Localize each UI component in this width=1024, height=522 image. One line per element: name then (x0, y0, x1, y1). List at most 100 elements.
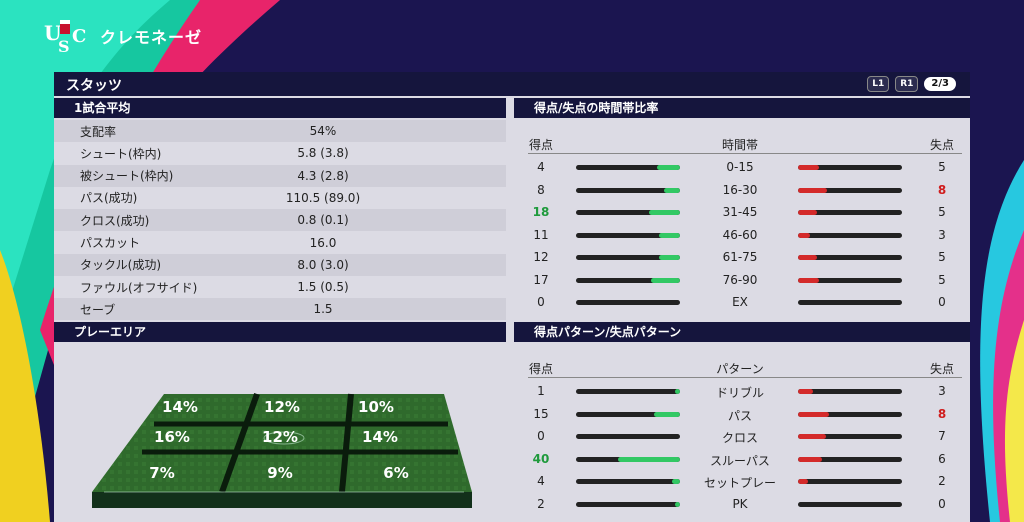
play-area-cell: 7% (149, 464, 174, 482)
scored-count: 17 (533, 272, 549, 287)
scored-count: 11 (533, 227, 549, 242)
table-header: 得点 パターン 失点 (528, 356, 962, 378)
scored-bar (576, 232, 680, 238)
table-row: 11 46-60 3 (528, 224, 962, 246)
stat-value: 5.8 (3.8) (297, 146, 349, 161)
table-row: 18 31-45 5 (528, 201, 962, 223)
row-label: PK (732, 496, 748, 511)
scored-count: 18 (532, 205, 550, 219)
scored-bar (576, 300, 680, 305)
club-crest-icon: U S C (44, 20, 86, 56)
row-label: 76-90 (722, 272, 758, 287)
table-row: 12 61-75 5 (528, 246, 962, 268)
conceded-bar (798, 277, 902, 283)
header-scored: 得点 (528, 138, 553, 152)
row-label: EX (732, 295, 748, 309)
scored-count: 2 (537, 496, 545, 511)
conceded-bar (798, 300, 902, 305)
stat-label: クロス(成功) (80, 213, 150, 228)
scored-bar (576, 165, 680, 170)
scored-bar (576, 389, 680, 394)
panel-title: スタッツ (66, 78, 122, 94)
conceded-count: 6 (938, 451, 946, 466)
conceded-count: 5 (938, 272, 946, 287)
stat-label: ファウル(オフサイド) (80, 280, 198, 295)
stat-label: 支配率 (80, 124, 117, 139)
scored-bar-fill (657, 165, 680, 170)
header-conceded: 失点 (929, 362, 954, 376)
club-header: U S C クレモネーゼ (40, 16, 202, 56)
table-row: 17 76-90 5 (528, 269, 962, 291)
play-area: 14% 12% 10% 16% 12% 14% 7% 9% 6% (54, 342, 506, 522)
row-label: 61-75 (722, 250, 758, 264)
conceded-bar (798, 389, 902, 394)
conceded-bar (798, 411, 902, 417)
scored-bar (576, 210, 680, 215)
play-area-cell: 16% (154, 428, 190, 446)
stat-value: 1.5 (0.5) (297, 280, 349, 295)
stat-row: クロス(成功) 0.8 (0.1) (54, 209, 506, 232)
play-area-cell: 14% (162, 398, 198, 416)
scored-bar (576, 456, 680, 462)
scored-count: 4 (537, 474, 545, 488)
conceded-count: 3 (938, 227, 946, 242)
play-area-cell: 6% (383, 464, 408, 482)
play-area-cell: 12% (264, 398, 300, 416)
conceded-bar (798, 456, 902, 462)
svg-text:U: U (44, 21, 61, 45)
row-label: ドリブル (715, 386, 764, 400)
conceded-bar-fill (798, 479, 809, 484)
scored-bar-fill (674, 501, 680, 507)
play-area-cell: 10% (358, 398, 394, 416)
r1-button[interactable]: R1 (895, 76, 919, 92)
stat-row: パス(成功) 110.5 (89.0) (54, 187, 506, 209)
l1-button[interactable]: L1 (867, 76, 890, 92)
scored-bar-fill (617, 456, 680, 462)
table-row: 4 セットプレー 2 (528, 470, 962, 492)
header-label: パターン (716, 362, 764, 376)
stat-label: タックル(成功) (80, 258, 162, 273)
conceded-bar-fill (798, 232, 811, 238)
conceded-count: 0 (938, 496, 946, 511)
stat-value: 110.5 (89.0) (285, 190, 361, 205)
conceded-count: 5 (938, 250, 946, 264)
stat-value: 0.8 (0.1) (297, 213, 349, 228)
conceded-count: 0 (938, 295, 946, 309)
stat-label: 被シュート(枠内) (80, 169, 174, 184)
stat-value: 1.5 (313, 302, 333, 317)
stat-label: シュート(枠内) (80, 146, 162, 161)
table-header: 得点 時間帯 失点 (528, 132, 962, 154)
pitch-field (92, 394, 472, 492)
conceded-count: 5 (938, 160, 946, 174)
conceded-bar (798, 434, 902, 439)
row-label: 16-30 (722, 182, 758, 197)
row-label: 31-45 (722, 205, 758, 219)
row-label: セットプレー (703, 476, 776, 490)
stat-row: パスカット 16.0 (54, 232, 506, 254)
scored-count: 0 (537, 295, 545, 309)
scored-count: 15 (533, 406, 549, 421)
conceded-bar-fill (798, 389, 813, 394)
play-area-cell: 12% (262, 428, 298, 446)
scored-count: 40 (532, 451, 550, 466)
conceded-bar (798, 187, 902, 193)
conceded-bar-fill (798, 165, 819, 170)
conceded-bar-fill (798, 210, 817, 215)
conceded-bar-fill (798, 456, 822, 462)
table-row: 40 スルーパス 6 (528, 448, 962, 470)
table-row: 2 PK 0 (528, 493, 962, 515)
match-avg-header: 1試合平均 (54, 98, 506, 118)
header-label: 時間帯 (721, 138, 758, 152)
conceded-bar-fill (798, 255, 817, 260)
scored-count: 0 (537, 429, 545, 443)
stats-panel: スタッツ L1 R1 2/3 1試合平均 支配率 54% シュート(枠内) 5.8 (… (54, 72, 970, 522)
conceded-bar (798, 479, 902, 484)
stat-row: 被シュート(枠内) 4.3 (2.8) (54, 164, 506, 187)
table-row: 1 ドリブル 3 (528, 380, 962, 402)
scored-bar (576, 187, 680, 193)
page-indicator: 2/3 (924, 77, 956, 91)
stat-value: 4.3 (2.8) (297, 168, 349, 183)
conceded-bar-fill (798, 411, 830, 417)
conceded-count: 7 (938, 429, 946, 443)
stat-row: セーブ 1.5 (54, 298, 506, 321)
